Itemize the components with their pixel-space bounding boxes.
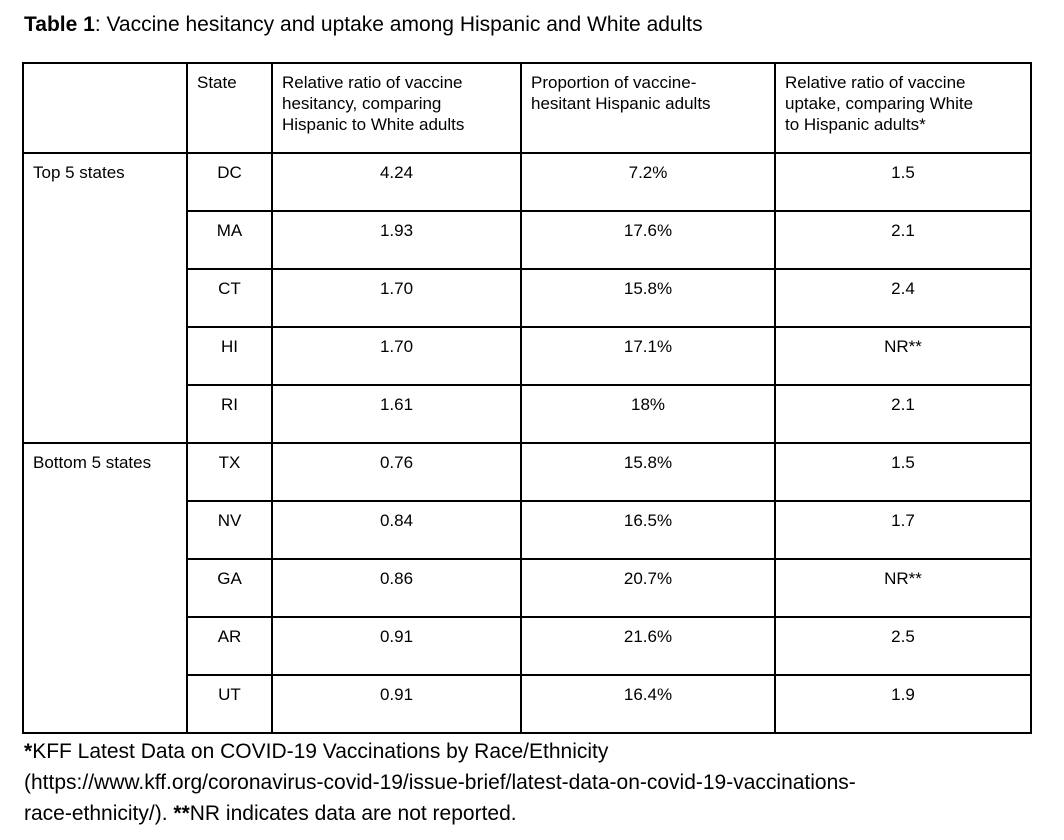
proportion-cell: 15.8% xyxy=(520,442,776,502)
proportion-cell: 7.2% xyxy=(520,152,776,212)
table-row: NV 0.84 16.5% 1.7 xyxy=(23,500,1032,560)
header-state: State xyxy=(186,62,273,154)
uptake-cell: 1.9 xyxy=(774,674,1032,734)
footnote-nr-text: NR indicates data are not reported. xyxy=(189,802,517,825)
hesitancy-cell: 4.24 xyxy=(271,152,522,212)
proportion-cell: 16.4% xyxy=(520,674,776,734)
table-header-row: State Relative ratio of vaccine hesitanc… xyxy=(22,62,1032,154)
proportion-cell: 21.6% xyxy=(520,616,776,676)
state-cell: HI xyxy=(186,326,273,386)
state-cell: CT xyxy=(186,268,273,328)
table-row: UT 0.91 16.4% 1.9 xyxy=(23,674,1032,734)
footnote-asterisk: * xyxy=(24,740,33,763)
state-cell: DC xyxy=(186,152,273,212)
hesitancy-cell: 0.76 xyxy=(271,442,522,502)
proportion-cell: 18% xyxy=(520,384,776,444)
proportion-cell: 17.6% xyxy=(520,210,776,270)
uptake-cell: 1.5 xyxy=(774,152,1032,212)
header-group xyxy=(22,62,188,154)
table-title-label: Table 1 xyxy=(24,13,95,36)
uptake-cell: 1.5 xyxy=(774,442,1032,502)
hesitancy-cell: 1.93 xyxy=(271,210,522,270)
footnote-line-nr: race-ethnicity/). **NR indicates data ar… xyxy=(24,798,1040,829)
proportion-cell: 17.1% xyxy=(520,326,776,386)
vaccine-hesitancy-table: State Relative ratio of vaccine hesitanc… xyxy=(22,62,1032,734)
footnote-url-text: (https://www.kff.org/coronavirus-covid-1… xyxy=(24,771,856,794)
table-row: AR 0.91 21.6% 2.5 xyxy=(23,616,1032,676)
hesitancy-cell: 1.70 xyxy=(271,268,522,328)
footnote-line-source: *KFF Latest Data on COVID-19 Vaccination… xyxy=(24,736,1040,767)
uptake-cell: 2.5 xyxy=(774,616,1032,676)
proportion-cell: 15.8% xyxy=(520,268,776,328)
group-cell-top5: Top 5 states xyxy=(22,152,188,444)
uptake-cell: NR** xyxy=(774,558,1032,618)
hesitancy-cell: 1.70 xyxy=(271,326,522,386)
table-title: Table 1: Vaccine hesitancy and uptake am… xyxy=(24,12,1040,38)
footnote-line-url: (https://www.kff.org/coronavirus-covid-1… xyxy=(24,767,1040,798)
state-cell: NV xyxy=(186,500,273,560)
state-cell: TX xyxy=(186,442,273,502)
table-row: Bottom 5 states TX 0.76 15.8% 1.5 xyxy=(22,442,1032,734)
table-row: GA 0.86 20.7% NR** xyxy=(23,558,1032,618)
state-cell: MA xyxy=(186,210,273,270)
footnote-source-text: KFF Latest Data on COVID-19 Vaccinations… xyxy=(32,740,609,763)
table-row: Top 5 states DC 4.24 7.2% 1.5 xyxy=(22,152,1032,444)
uptake-cell: 2.1 xyxy=(774,210,1032,270)
footnote-double-asterisk: ** xyxy=(173,802,190,825)
table-footnote: *KFF Latest Data on COVID-19 Vaccination… xyxy=(24,736,1040,829)
hesitancy-cell: 0.91 xyxy=(271,674,522,734)
header-proportion-hesitant: Proportion of vaccine- hesitant Hispanic… xyxy=(520,62,776,154)
proportion-cell: 16.5% xyxy=(520,500,776,560)
uptake-cell: NR** xyxy=(774,326,1032,386)
uptake-cell: 2.4 xyxy=(774,268,1032,328)
table-row: RI 1.61 18% 2.1 xyxy=(23,384,1032,444)
uptake-cell: 2.1 xyxy=(774,384,1032,444)
header-uptake-ratio: Relative ratio of vaccine uptake, compar… xyxy=(774,62,1032,154)
table-title-text: : Vaccine hesitancy and uptake among His… xyxy=(94,13,703,36)
proportion-cell: 20.7% xyxy=(520,558,776,618)
table-row: CT 1.70 15.8% 2.4 xyxy=(23,268,1032,328)
state-cell: RI xyxy=(186,384,273,444)
table-row: MA 1.93 17.6% 2.1 xyxy=(23,210,1032,270)
hesitancy-cell: 0.84 xyxy=(271,500,522,560)
state-cell: UT xyxy=(186,674,273,734)
hesitancy-cell: 1.61 xyxy=(271,384,522,444)
group-cell-bottom5: Bottom 5 states xyxy=(22,442,188,734)
footnote-url-tail: race-ethnicity/). xyxy=(24,802,174,825)
table-row: HI 1.70 17.1% NR** xyxy=(23,326,1032,386)
uptake-cell: 1.7 xyxy=(774,500,1032,560)
hesitancy-cell: 0.86 xyxy=(271,558,522,618)
state-cell: AR xyxy=(186,616,273,676)
header-hesitancy-ratio: Relative ratio of vaccine hesitancy, com… xyxy=(271,62,522,154)
hesitancy-cell: 0.91 xyxy=(271,616,522,676)
state-cell: GA xyxy=(186,558,273,618)
